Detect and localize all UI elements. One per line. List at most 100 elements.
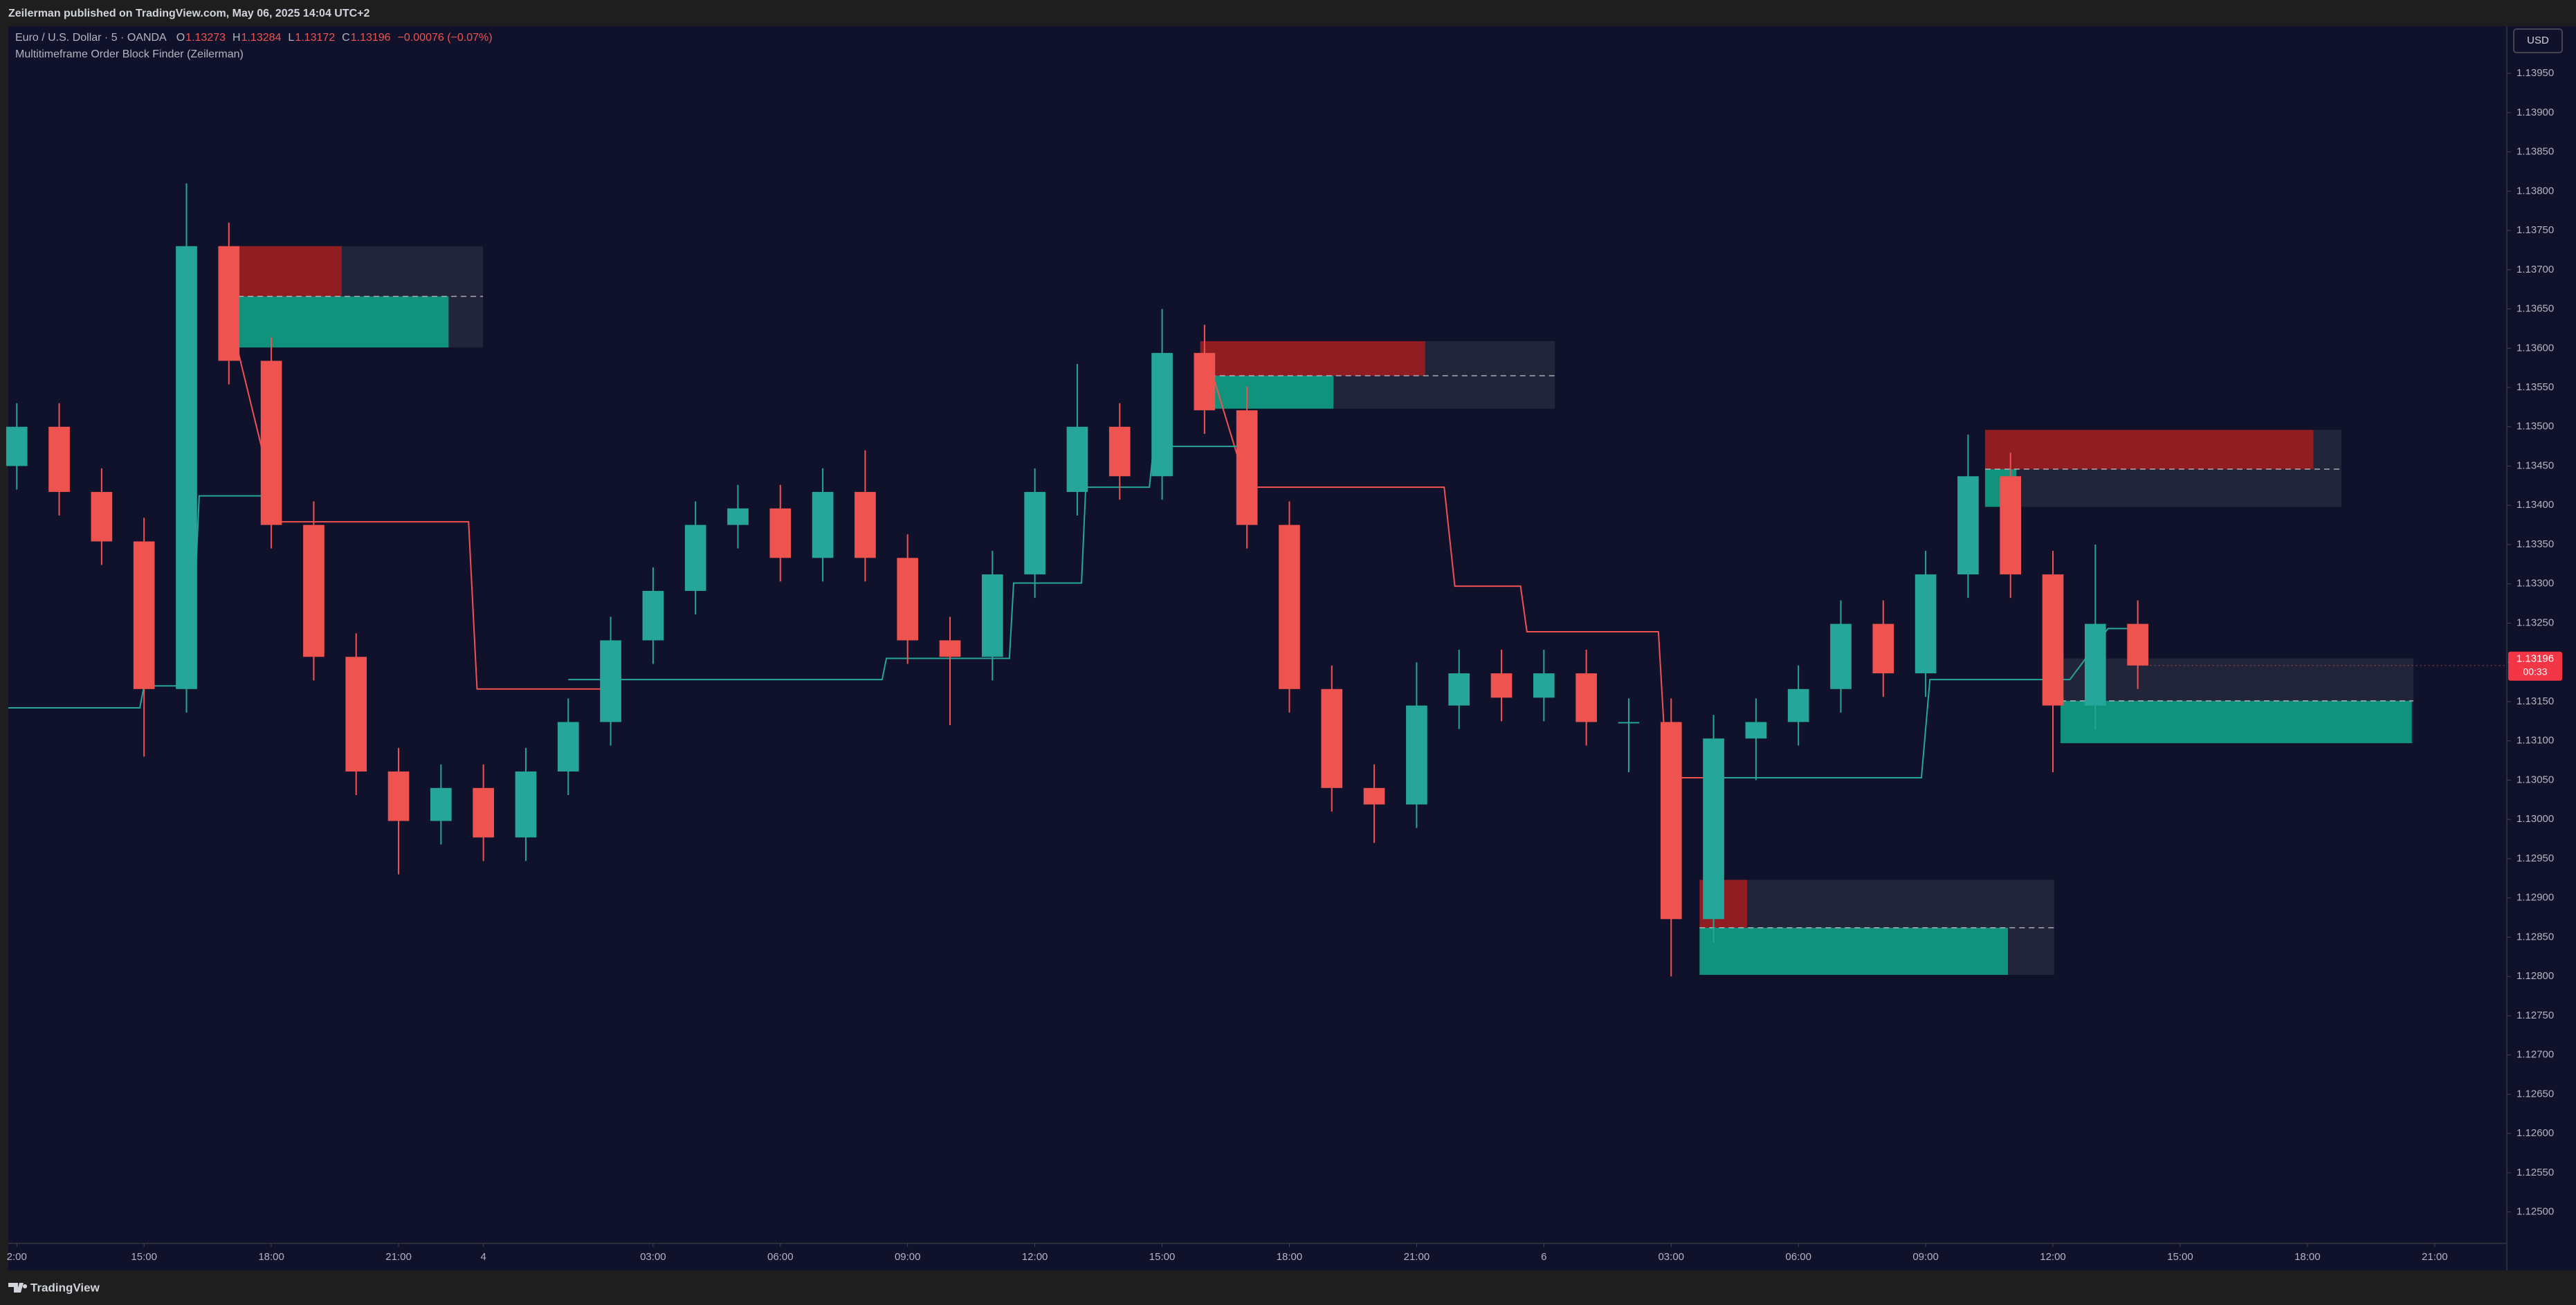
y-tick-label: 1.13000 [2516, 813, 2554, 825]
x-tick-label: 09:00 [1912, 1251, 1939, 1263]
y-tick-label: 1.12650 [2516, 1088, 2554, 1099]
candle-body [642, 590, 664, 641]
y-tick-label: 1.13150 [2516, 695, 2554, 707]
legend-symbol: Euro / U.S. Dollar · 5 · OANDA [15, 32, 167, 44]
candle-body [855, 491, 876, 558]
price-label: 1.13196 [2516, 653, 2554, 665]
candle-body [176, 246, 197, 689]
x-tick-label: 06:00 [1785, 1251, 1811, 1263]
x-tick-label: 21:00 [1404, 1251, 1430, 1263]
candle-body [600, 640, 621, 722]
candle-body [1915, 574, 1937, 674]
y-tick-label: 1.13300 [2516, 578, 2554, 590]
candle-body [345, 657, 367, 772]
x-tick-label: 09:00 [895, 1251, 921, 1263]
currency-button[interactable] [2513, 28, 2563, 53]
x-tick-label: 15:00 [2167, 1251, 2193, 1263]
y-tick-label: 1.13350 [2516, 538, 2554, 550]
ohlc-label: H [232, 32, 241, 44]
candle-body [1575, 673, 1597, 722]
candle-body [812, 491, 834, 558]
candle-body [897, 558, 919, 641]
candle-body [1066, 426, 1088, 492]
currency[interactable]: USD [2527, 35, 2549, 46]
brand: TradingView [30, 1281, 100, 1294]
candle-body [1533, 673, 1555, 698]
y-tick-label: 1.13600 [2516, 342, 2554, 354]
y-tick-label: 1.13250 [2516, 617, 2554, 628]
y-tick-label: 1.13800 [2516, 185, 2554, 197]
candle-body [218, 246, 240, 361]
candle-body [48, 426, 70, 492]
candle-body [133, 541, 155, 689]
bull-block [1699, 927, 2009, 975]
candle-body [1957, 476, 1979, 575]
candle-body [1490, 673, 1513, 698]
y-tick-label: 1.12500 [2516, 1206, 2554, 1218]
candle-body [1745, 722, 1767, 739]
x-tick-label: 2:00 [7, 1251, 27, 1263]
candle-body [2000, 476, 2022, 575]
y-tick-label: 1.13950 [2516, 67, 2554, 79]
plot [6, 183, 2414, 977]
candle-body [1660, 722, 1682, 920]
candle-body [1872, 623, 1894, 674]
ohlc-label: C [342, 32, 350, 44]
x-tick-label: 21:00 [2422, 1251, 2448, 1263]
x-tick-label: 4 [480, 1251, 486, 1263]
ohlc-label: O [176, 32, 185, 44]
candle-body [2084, 623, 2106, 706]
candle-body [1830, 623, 1852, 689]
bull-block [1200, 376, 1334, 409]
candle-body [6, 426, 28, 466]
x-tick-label: 06:00 [767, 1251, 794, 1263]
x-tick-label: 15:00 [1149, 1251, 1176, 1263]
candle-body [982, 574, 1003, 657]
candle-body [1194, 353, 1216, 410]
candle-body [2127, 623, 2148, 666]
publisher: Zeilerman published on TradingView.com, … [8, 8, 370, 19]
y-tick-label: 1.13750 [2516, 224, 2554, 236]
ohlc-value: 1.13273 [185, 32, 226, 44]
x-tick-label: 03:00 [1658, 1251, 1684, 1263]
bull-block [2061, 700, 2412, 744]
candle-body [1363, 787, 1385, 805]
y-tick-label: 1.12700 [2516, 1049, 2554, 1061]
candle-body [1618, 722, 1640, 724]
candle-body [473, 787, 494, 838]
time-axis [8, 1243, 2507, 1270]
ohlc-value: 1.13172 [295, 32, 335, 44]
candle-body [387, 771, 410, 821]
x-tick-label: 12:00 [2040, 1251, 2066, 1263]
candle-body [260, 361, 282, 525]
x-tick-label: 12:00 [1022, 1251, 1048, 1263]
y-tick-label: 1.13450 [2516, 459, 2554, 471]
x-tick-label: 6 [1541, 1251, 1546, 1263]
candle-body [684, 524, 706, 591]
candle-body [303, 524, 325, 657]
y-tick-label: 1.13100 [2516, 735, 2554, 747]
x-tick-label: 15:00 [131, 1251, 157, 1263]
y-tick-label: 1.12900 [2516, 892, 2554, 904]
y-tick-label: 1.12800 [2516, 970, 2554, 982]
candle-body [1024, 491, 1045, 575]
y-tick-label: 1.13900 [2516, 107, 2554, 118]
candle-body [769, 508, 792, 558]
bear-block [1984, 430, 2314, 470]
candle-body [515, 771, 537, 838]
candle-body [1321, 688, 1343, 788]
ohlc-value: 1.13284 [241, 32, 282, 44]
x-tick-label: 18:00 [258, 1251, 284, 1263]
candle-body [1406, 705, 1427, 805]
indicator-name: Multitimeframe Order Block Finder (Zeile… [15, 48, 244, 60]
bear-block [1200, 341, 1425, 376]
y-tick-label: 1.13400 [2516, 499, 2554, 511]
y-tick-label: 1.12600 [2516, 1127, 2554, 1139]
y-tick-label: 1.13850 [2516, 146, 2554, 158]
candle-body [727, 508, 749, 525]
candle-body [1151, 353, 1173, 477]
candle-body [1703, 738, 1724, 920]
y-tick-label: 1.13650 [2516, 303, 2554, 315]
